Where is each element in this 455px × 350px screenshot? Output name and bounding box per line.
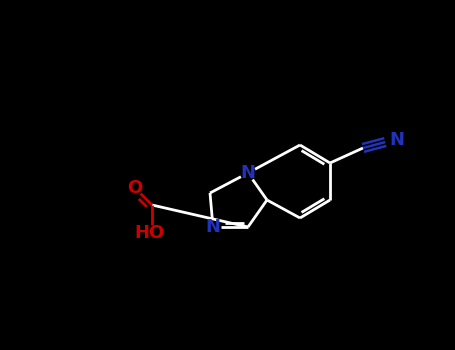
Text: O: O	[127, 179, 142, 197]
Text: HO: HO	[134, 224, 164, 242]
Text: N: N	[241, 164, 256, 182]
Text: N: N	[206, 218, 221, 236]
Text: N: N	[389, 131, 404, 149]
